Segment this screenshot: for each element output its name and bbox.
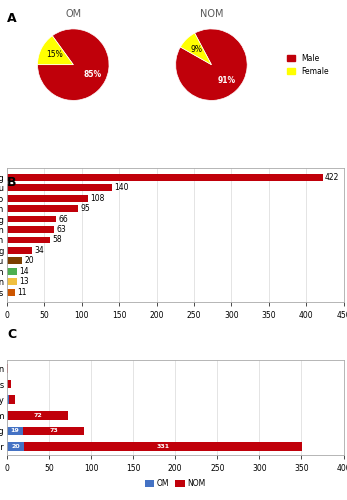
Bar <box>24 442 302 450</box>
Text: B: B <box>7 176 16 189</box>
Text: 66: 66 <box>59 214 68 224</box>
Bar <box>7 236 50 244</box>
Text: 63: 63 <box>56 225 66 234</box>
Bar <box>7 442 24 450</box>
Bar <box>7 247 32 254</box>
Text: 11: 11 <box>17 288 27 296</box>
Wedge shape <box>37 29 109 101</box>
Text: 58: 58 <box>52 236 62 244</box>
Bar <box>23 426 84 435</box>
Bar <box>9 396 15 404</box>
Text: 95: 95 <box>80 204 90 213</box>
Wedge shape <box>180 33 211 64</box>
Text: 140: 140 <box>114 183 128 192</box>
Bar <box>7 194 88 202</box>
Bar <box>7 174 323 180</box>
Bar <box>7 258 22 264</box>
Text: 15%: 15% <box>46 50 62 59</box>
Legend: OM, NOM: OM, NOM <box>142 476 209 491</box>
Text: 422: 422 <box>325 172 339 182</box>
Bar <box>7 268 17 274</box>
Bar <box>7 426 23 435</box>
Text: 331: 331 <box>156 444 170 449</box>
Bar <box>7 205 78 212</box>
Bar <box>7 216 56 222</box>
Bar <box>7 380 11 388</box>
Wedge shape <box>176 29 247 101</box>
Text: 73: 73 <box>49 428 58 434</box>
Bar <box>7 289 15 296</box>
Bar <box>7 184 112 191</box>
Wedge shape <box>37 36 73 64</box>
Text: 14: 14 <box>20 267 29 276</box>
Legend: Male, Female: Male, Female <box>287 54 328 76</box>
Text: 9%: 9% <box>191 45 203 54</box>
Text: 85%: 85% <box>83 70 101 79</box>
Text: 13: 13 <box>19 278 28 286</box>
Text: A: A <box>7 12 17 26</box>
Title: NOM: NOM <box>200 9 223 19</box>
Text: 34: 34 <box>35 246 44 255</box>
Bar <box>7 226 54 233</box>
Text: 91%: 91% <box>217 76 235 84</box>
Text: 20: 20 <box>11 444 20 449</box>
Text: 72: 72 <box>34 413 42 418</box>
Text: 108: 108 <box>90 194 104 202</box>
Bar <box>7 364 8 373</box>
Bar <box>7 278 17 285</box>
Bar <box>7 396 9 404</box>
Bar <box>7 411 8 420</box>
Text: C: C <box>7 328 16 340</box>
Text: 19: 19 <box>10 428 19 434</box>
Text: 20: 20 <box>24 256 34 266</box>
Title: OM: OM <box>65 9 81 19</box>
Bar <box>8 411 68 420</box>
